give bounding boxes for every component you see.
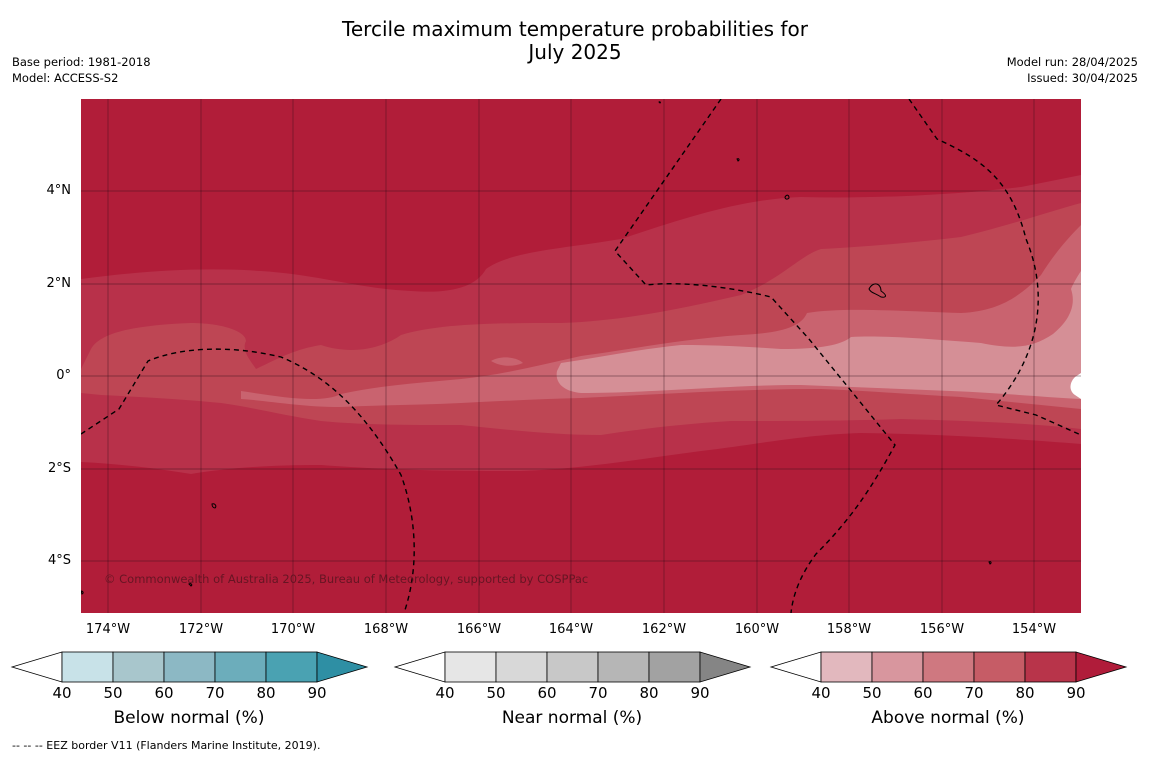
model-name: Model: ACCESS-S2: [12, 71, 119, 85]
cb-below-swatch-4: [265, 651, 318, 683]
lon-label-162w: 162°W: [641, 622, 687, 637]
cb-below-low-arrow: [10, 651, 63, 683]
cb-near-low-arrow: [393, 651, 446, 683]
lat-label-0: 0°: [56, 368, 71, 383]
cb-above-label: Above normal (%): [871, 708, 1025, 728]
cb-above-tick-90: 90: [1066, 684, 1086, 702]
lon-label-170w: 170°W: [270, 622, 316, 637]
cb-near-tick-60: 60: [537, 684, 557, 702]
cb-near-swatch-1: [495, 651, 548, 683]
cb-above-tick-40: 40: [811, 684, 831, 702]
cb-below-tick-50: 50: [103, 684, 123, 702]
map-canvas: [81, 99, 1081, 613]
colorbar-below: [10, 651, 369, 683]
lon-label-164w: 164°W: [548, 622, 594, 637]
copyright-notice: © Commonwealth of Australia 2025, Bureau…: [104, 572, 589, 586]
colorbar-above: [769, 651, 1128, 683]
lon-label-160w: 160°W: [734, 622, 780, 637]
cb-below-high-arrow: [316, 651, 369, 683]
lat-label-4n: 4°N: [46, 183, 72, 198]
cb-near-swatch-2: [546, 651, 599, 683]
lon-label-154w: 154°W: [1011, 622, 1057, 637]
probability-map: [81, 99, 1081, 613]
base-period: Base period: 1981-2018: [12, 55, 151, 69]
cb-above-high-arrow: [1075, 651, 1128, 683]
title-line-1: Tercile maximum temperature probabilitie…: [342, 17, 808, 41]
lon-label-158w: 158°W: [826, 622, 872, 637]
cb-below-tick-40: 40: [52, 684, 72, 702]
cb-below-swatch-2: [163, 651, 216, 683]
cb-near-high-arrow: [699, 651, 752, 683]
lon-label-166w: 166°W: [456, 622, 502, 637]
lon-label-174w: 174°W: [85, 622, 131, 637]
cb-above-swatch-3: [973, 651, 1026, 683]
colorbar-near: [393, 651, 752, 683]
lat-label-2s: 2°S: [47, 461, 71, 476]
band-50: [556, 271, 1081, 399]
cb-near-tick-50: 50: [486, 684, 506, 702]
cb-below-swatch-1: [112, 651, 165, 683]
small-patch: [491, 357, 523, 366]
lat-label-4s: 4°S: [47, 553, 71, 568]
islands: [81, 101, 992, 595]
lon-label-156w: 156°W: [919, 622, 965, 637]
cb-near-tick-90: 90: [690, 684, 710, 702]
cb-below-tick-90: 90: [307, 684, 327, 702]
issued-date: Issued: 30/04/2025: [1027, 71, 1138, 85]
cb-above-tick-70: 70: [964, 684, 984, 702]
cb-near-tick-70: 70: [588, 684, 608, 702]
cb-near-tick-80: 80: [639, 684, 659, 702]
map-title: Tercile maximum temperature probabilitie…: [0, 18, 1150, 64]
cb-above-swatch-0: [820, 651, 873, 683]
cb-near-label: Near normal (%): [501, 708, 643, 728]
cb-above-swatch-4: [1024, 651, 1077, 683]
cb-above-tick-60: 60: [913, 684, 933, 702]
cb-above-swatch-1: [871, 651, 924, 683]
cb-below-swatch-0: [61, 651, 114, 683]
eez-footnote: -- -- -- EEZ border V11 (Flanders Marine…: [12, 739, 321, 752]
cb-near-tick-40: 40: [435, 684, 455, 702]
cb-below-swatch-3: [214, 651, 267, 683]
title-line-2: July 2025: [528, 40, 622, 64]
lon-label-168w: 168°W: [363, 622, 409, 637]
cb-below-tick-80: 80: [256, 684, 276, 702]
cb-near-swatch-3: [597, 651, 650, 683]
meta-left: Base period: 1981-2018 Model: ACCESS-S2: [12, 54, 151, 86]
lat-label-2n: 2°N: [46, 276, 72, 291]
white-notch: [1070, 373, 1081, 399]
lon-label-172w: 172°W: [178, 622, 224, 637]
cb-below-tick-60: 60: [154, 684, 174, 702]
cb-above-tick-80: 80: [1015, 684, 1035, 702]
cb-above-tick-50: 50: [862, 684, 882, 702]
model-run: Model run: 28/04/2025: [1006, 55, 1138, 69]
eez-borders: [81, 99, 1081, 613]
cb-near-swatch-0: [444, 651, 497, 683]
cb-above-swatch-2: [922, 651, 975, 683]
graticule: [81, 99, 1081, 613]
cb-near-swatch-4: [648, 651, 701, 683]
cb-below-label: Below normal (%): [113, 708, 265, 728]
cb-above-low-arrow: [769, 651, 822, 683]
meta-right: Model run: 28/04/2025 Issued: 30/04/2025: [1007, 54, 1138, 86]
cb-below-tick-70: 70: [205, 684, 225, 702]
